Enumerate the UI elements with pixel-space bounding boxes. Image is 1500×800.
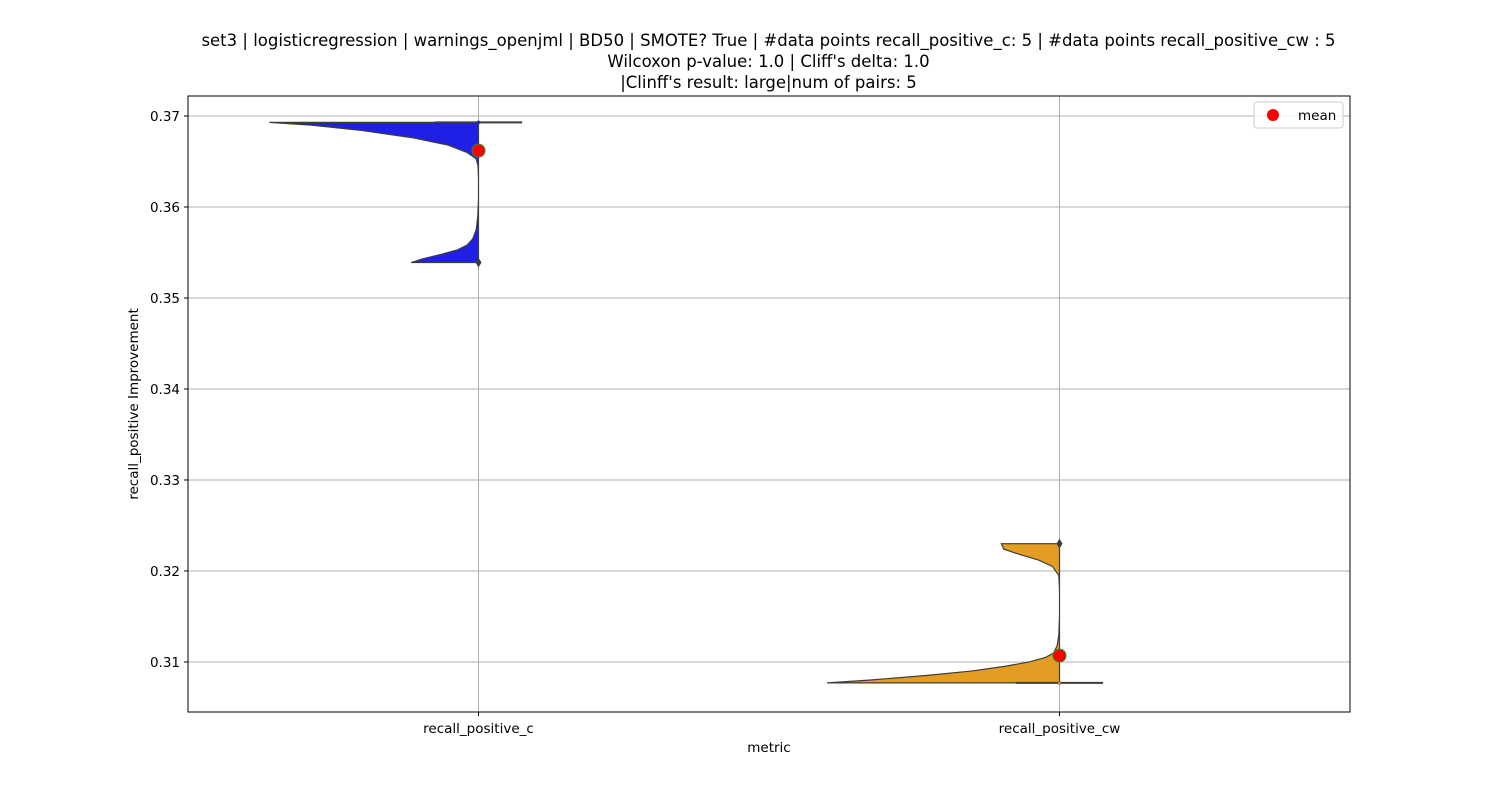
mean-markers xyxy=(471,143,1067,663)
mean-marker-recall_positive_cw xyxy=(1052,648,1067,663)
legend-mean-marker-icon xyxy=(1267,109,1279,121)
legend: mean xyxy=(1253,101,1344,129)
x-axis: recall_positive_c recall_positive_cw xyxy=(423,712,1120,737)
median-marker-recall_positive_cw xyxy=(1057,681,1062,685)
chart-title-line-3: |Clinff's result: large|num of pairs: 5 xyxy=(620,73,917,92)
legend-mean-label: mean xyxy=(1298,108,1336,124)
y-tick-label: 0.34 xyxy=(150,382,180,398)
x-tick-label: recall_positive_cw xyxy=(999,721,1121,737)
y-tick-label: 0.37 xyxy=(150,109,180,125)
y-tick-label: 0.32 xyxy=(150,564,180,580)
y-tick-label: 0.36 xyxy=(150,200,180,216)
mean-marker-recall_positive_c xyxy=(471,143,486,158)
outlier-recall_positive_c xyxy=(475,257,482,268)
violin-recall_positive_cw xyxy=(827,543,1061,684)
y-axis: 0.31 0.32 0.33 0.34 0.35 0.36 0.37 xyxy=(150,109,188,671)
x-tick-label: recall_positive_c xyxy=(423,721,534,737)
box-plots xyxy=(434,120,1104,685)
plot-area-frame xyxy=(187,95,1351,713)
y-tick-label: 0.35 xyxy=(150,291,180,307)
median-marker-recall_positive_c xyxy=(476,120,481,125)
violins xyxy=(269,121,1061,684)
outlier-recall_positive_cw xyxy=(1056,538,1063,549)
y-axis-label: recall_positive Improvement xyxy=(126,308,142,500)
chart-title-line-2: Wilcoxon p-value: 1.0 | Cliff's delta: 1… xyxy=(607,52,930,71)
violin-recall_positive_c xyxy=(269,121,480,264)
y-tick-label: 0.31 xyxy=(150,655,180,671)
grid-lines xyxy=(188,96,1350,712)
y-tick-label: 0.33 xyxy=(150,473,180,489)
chart-title-line-1: set3 | logisticregression | warnings_ope… xyxy=(201,31,1336,50)
legend-box xyxy=(1253,101,1344,129)
x-axis-label: metric xyxy=(747,740,790,756)
